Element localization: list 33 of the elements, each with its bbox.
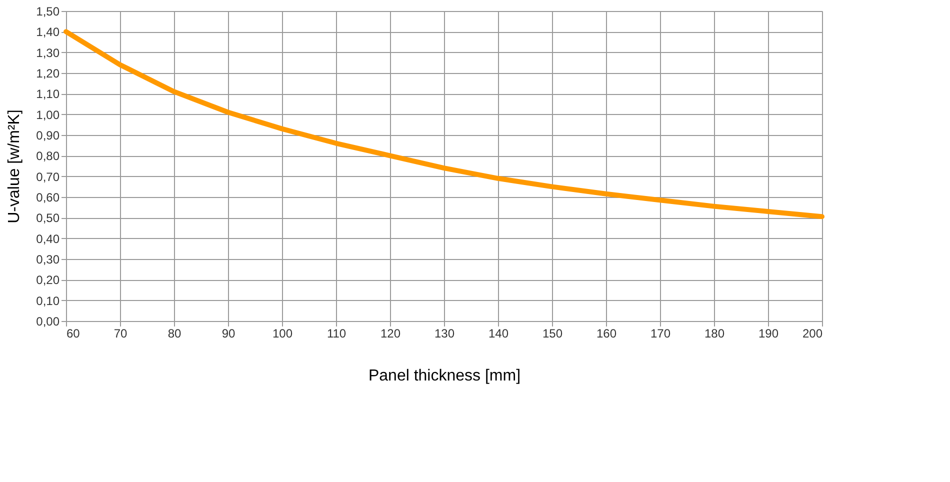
y-axis-title: U-value [w/m²K] [6,110,24,224]
y-tick-label: 0,20 [36,273,60,288]
x-tick-label: 200 [802,326,823,340]
x-tick-label: 150 [542,326,563,340]
y-tick-label: 1,10 [36,87,60,102]
y-tick-label: 0,90 [36,128,60,142]
y-tick-label: 0,50 [36,211,60,226]
x-tick-label: 60 [66,326,80,340]
x-tick-label: 190 [758,326,779,340]
y-tick-label: 0,30 [36,252,60,266]
x-tick-label: 170 [650,326,671,340]
y-tick-label: 1,50 [36,4,60,18]
x-axis-title: Panel thickness [mm] [368,368,521,384]
y-tick-label: 0,00 [36,314,60,328]
x-tick-label: 110 [326,326,346,340]
x-tick-label: 80 [168,326,182,340]
x-tick-label: 120 [380,326,401,340]
y-tick-label: 1,30 [36,46,60,60]
y-tick-label: 1,20 [36,66,60,80]
x-tick-label: 130 [434,326,455,340]
y-tick-label: 0,10 [36,294,60,308]
x-tick-label: 90 [222,326,236,340]
x-tick-label: 140 [488,326,509,340]
y-tick-label: 1,00 [36,108,60,122]
x-tick-label: 160 [596,326,617,340]
x-tick-label: 180 [704,326,725,340]
y-tick-label: 0,40 [36,232,60,246]
x-tick-label: 70 [114,326,128,340]
y-tick-label: 1,40 [36,25,60,40]
x-tick-label: 100 [272,326,293,340]
y-tick-label: 0,60 [36,190,60,204]
y-tick-label: 0,70 [36,170,60,184]
y-tick-label: 0,80 [36,149,60,164]
